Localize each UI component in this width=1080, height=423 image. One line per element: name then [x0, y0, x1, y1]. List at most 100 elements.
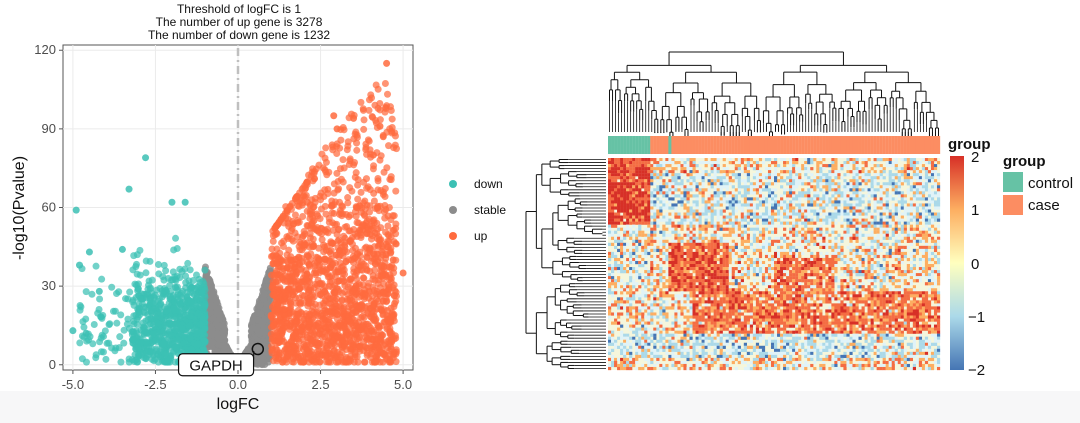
up-point [357, 266, 365, 274]
case-sample-cell [828, 136, 832, 154]
down-point [108, 283, 116, 291]
stable-point [254, 316, 262, 324]
down-point [94, 309, 102, 317]
down-point [120, 326, 128, 334]
case-sample-cell [674, 136, 678, 154]
down-point [102, 355, 110, 363]
case-sample-cell [849, 136, 853, 154]
legend-up-label: up [474, 229, 488, 243]
up-point [349, 253, 357, 261]
up-point [378, 261, 386, 269]
down-point [171, 273, 179, 281]
volcano-y-axis-ticks: 0 30 60 90 120 [34, 42, 63, 372]
case-sample-cell [837, 136, 841, 154]
up-point [277, 320, 285, 328]
up-point [303, 178, 311, 186]
up-point [268, 346, 276, 354]
up-point [383, 59, 391, 67]
up-point [303, 198, 311, 206]
down-point [201, 266, 209, 274]
up-point [336, 144, 344, 152]
up-point [315, 323, 323, 331]
up-point [304, 350, 312, 358]
up-point [293, 192, 301, 200]
up-point [288, 341, 296, 349]
control-sample-cell [611, 136, 615, 154]
volcano-x-tick-label: 0.0 [229, 377, 247, 392]
case-sample-cell [789, 136, 793, 154]
down-point [187, 312, 195, 320]
case-sample-cell [701, 136, 705, 154]
up-point [316, 358, 324, 366]
case-sample-cell [906, 136, 910, 154]
up-point [357, 98, 365, 106]
stable-point [213, 310, 221, 318]
volcano-x-tick-label: -2.5 [144, 377, 166, 392]
up-point [346, 211, 354, 219]
up-point [370, 301, 378, 309]
up-point [324, 229, 332, 237]
up-point [273, 230, 281, 238]
up-point [296, 300, 304, 308]
up-point [353, 146, 361, 154]
case-sample-cell [737, 136, 741, 154]
down-point [154, 358, 162, 366]
down-point [96, 338, 104, 346]
case-sample-cell [780, 136, 784, 154]
up-point [380, 350, 388, 358]
up-point [379, 133, 387, 141]
up-point [364, 320, 372, 328]
case-sample-cell [719, 136, 723, 154]
case-sample-cell [831, 136, 835, 154]
up-point [360, 358, 368, 366]
case-sample-cell [894, 136, 898, 154]
up-point [381, 80, 389, 88]
up-point [305, 310, 313, 318]
down-point [85, 248, 93, 256]
up-point [336, 350, 344, 358]
case-sample-cell [707, 136, 711, 154]
case-sample-cell [930, 136, 935, 154]
case-sample-cell [749, 136, 754, 154]
up-point [318, 236, 326, 244]
up-point [364, 136, 372, 144]
down-point [82, 329, 90, 337]
heatmap-panel: group 2 1 0 −1 −2 group control case [525, 51, 1073, 379]
up-point [269, 252, 277, 260]
down-point [126, 288, 134, 296]
case-sample-cell [933, 136, 938, 154]
up-point [351, 348, 359, 356]
up-point [351, 173, 359, 181]
up-point [368, 307, 376, 315]
case-sample-cell [777, 136, 781, 154]
down-point [116, 333, 124, 341]
up-point [317, 290, 325, 298]
up-point [323, 344, 331, 352]
up-point [295, 253, 303, 261]
down-point [136, 246, 144, 254]
up-point [338, 337, 346, 345]
up-point [371, 358, 379, 366]
up-point [299, 232, 307, 240]
up-point [269, 237, 277, 245]
down-point [166, 292, 174, 300]
up-point [389, 256, 397, 264]
up-point [360, 274, 368, 282]
down-point [92, 351, 100, 359]
case-sample-cell [770, 136, 775, 154]
up-point [387, 342, 395, 350]
up-point [346, 157, 354, 165]
case-sample-cell [792, 136, 796, 154]
up-point [327, 202, 335, 210]
up-point [344, 142, 352, 150]
up-point [384, 90, 392, 98]
control-sample-cell [608, 136, 612, 154]
up-point [283, 278, 291, 286]
down-point [142, 257, 150, 265]
up-point [322, 168, 330, 176]
down-point [137, 339, 145, 347]
case-sample-cell [813, 136, 817, 154]
up-point [322, 144, 330, 152]
up-point [299, 184, 307, 192]
up-point [325, 308, 333, 316]
